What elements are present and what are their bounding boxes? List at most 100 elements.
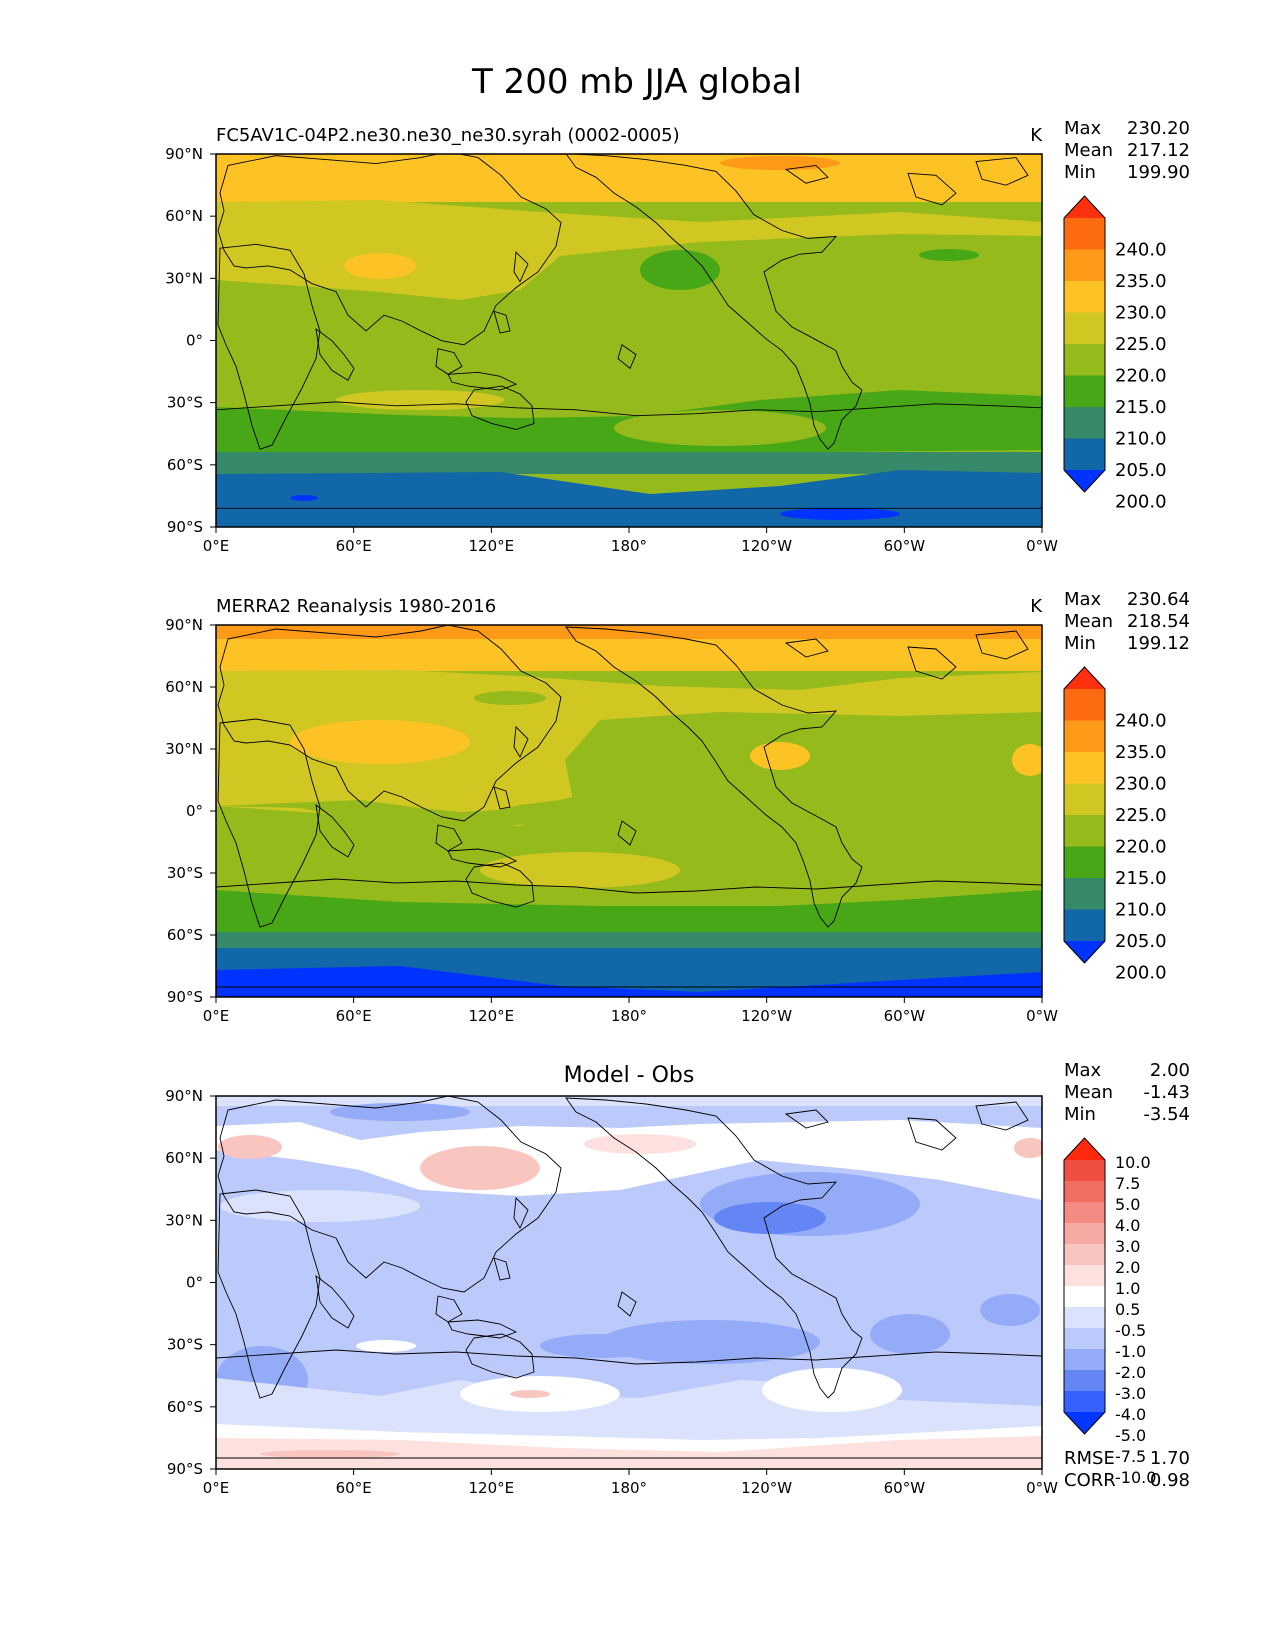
stat-mean-label: Mean bbox=[1064, 1082, 1113, 1103]
field-region bbox=[474, 691, 546, 705]
field-region bbox=[260, 1450, 400, 1458]
colorbar-band bbox=[1064, 249, 1105, 282]
colorbar-band bbox=[1064, 312, 1105, 345]
colorbar-band bbox=[1064, 689, 1105, 721]
field-region bbox=[336, 390, 504, 410]
colorbar-outline bbox=[1063, 1137, 1106, 1435]
field-region bbox=[600, 1320, 820, 1364]
x-tick-label: 0°E bbox=[203, 1479, 230, 1497]
colorbar-band bbox=[1064, 1265, 1105, 1287]
x-tick-label: 120°E bbox=[469, 1479, 515, 1497]
colorbar-band bbox=[1064, 218, 1105, 250]
y-tick-label: 60°S bbox=[167, 456, 203, 474]
y-tick-label: 30°N bbox=[165, 740, 203, 758]
colorbar: 240.0 235.0 230.0 225.0 220.0 215.0 210.0 205.0… bbox=[1063, 666, 1167, 984]
field-region bbox=[290, 720, 470, 764]
stat-min-value: 199.90 bbox=[1127, 162, 1190, 183]
colorbar-label: 210.0 bbox=[1115, 429, 1167, 450]
colorbar-label: 3.0 bbox=[1115, 1237, 1140, 1256]
colorbar-band bbox=[1064, 1286, 1105, 1308]
colorbar-label: 7.5 bbox=[1115, 1174, 1140, 1193]
panel-reference: MERRA2 Reanalysis 1980-2016 K Max 230.64… bbox=[165, 589, 1190, 1025]
colorbar-band bbox=[1064, 846, 1105, 879]
colorbar: 10.0 7.5 5.0 4.0 3.0 2.0 1.0 0.5 -0.5 -1.0 -2.0 -3.… bbox=[1063, 1137, 1156, 1487]
field-region bbox=[216, 670, 1042, 826]
colorbar-label: 210.0 bbox=[1115, 900, 1167, 921]
colorbar-label: 230.0 bbox=[1115, 303, 1167, 324]
field-region bbox=[290, 495, 318, 501]
panel-test-model: FC5AV1C-04P2.ne30.ne30_ne30.syrah (0002-… bbox=[165, 118, 1190, 555]
field-region bbox=[216, 200, 1042, 300]
colorbar-band bbox=[1064, 1160, 1105, 1182]
x-tick-label: 60°E bbox=[336, 1007, 372, 1025]
colorbar-label: 5.0 bbox=[1115, 1195, 1140, 1214]
colorbar-band bbox=[1064, 281, 1105, 313]
y-tick-label: 30°N bbox=[165, 1211, 203, 1229]
stat-max-label: Max bbox=[1064, 1060, 1102, 1081]
colorbar-band bbox=[1064, 344, 1105, 376]
y-tick-label: 0° bbox=[186, 1274, 203, 1292]
y-tick-label: 90°N bbox=[165, 616, 203, 634]
colorbar-extend-bottom bbox=[1064, 941, 1105, 963]
y-tick-label: 30°S bbox=[167, 394, 203, 412]
field-band bbox=[216, 154, 1042, 202]
colorbar-label: 200.0 bbox=[1115, 963, 1167, 984]
field-region bbox=[420, 1146, 540, 1190]
colorbar-band bbox=[1064, 407, 1105, 439]
colorbar-extend-top bbox=[1064, 196, 1105, 218]
colorbar-band bbox=[1064, 720, 1105, 753]
y-tick-label: 60°N bbox=[165, 207, 203, 225]
stats: Max 230.64 Mean 218.54 Min 199.12 bbox=[1064, 589, 1190, 654]
stats: Max 230.20 Mean 217.12 Min 199.90 bbox=[1064, 118, 1190, 183]
colorbar-band bbox=[1064, 878, 1105, 910]
colorbar: 240.0 235.0 230.0 225.0 220.0 215.0 210.0 205.0… bbox=[1063, 195, 1167, 513]
field-region bbox=[356, 1340, 416, 1352]
colorbar-label: 225.0 bbox=[1115, 334, 1167, 355]
colorbar-band bbox=[1064, 1370, 1105, 1392]
field-region bbox=[216, 890, 1042, 932]
colorbar-band bbox=[1064, 1181, 1105, 1203]
x-tick-label: 120°W bbox=[741, 537, 792, 555]
colorbar-label: 240.0 bbox=[1115, 711, 1167, 732]
colorbar-label: 240.0 bbox=[1115, 240, 1167, 261]
stat-corr-value: 0.98 bbox=[1150, 1470, 1190, 1491]
y-tick-label: 0° bbox=[186, 332, 203, 350]
x-tick-label: 0°W bbox=[1026, 1479, 1058, 1497]
field-region bbox=[480, 852, 680, 888]
field-region bbox=[750, 742, 810, 770]
field-region bbox=[780, 508, 900, 520]
units-label: K bbox=[1030, 596, 1043, 617]
colorbar-band bbox=[1064, 1202, 1105, 1224]
colorbar-label: 2.0 bbox=[1115, 1258, 1140, 1277]
x-tick-label: 180° bbox=[611, 1479, 647, 1497]
stat-max-value: 2.00 bbox=[1150, 1060, 1190, 1081]
field-region bbox=[1012, 744, 1042, 776]
stat-min-label: Min bbox=[1064, 1104, 1096, 1125]
y-tick-label: 60°N bbox=[165, 678, 203, 696]
y-tick-label: 60°S bbox=[167, 1398, 203, 1416]
colorbar-label: -2.0 bbox=[1115, 1363, 1146, 1382]
colorbar-extend-top bbox=[1064, 1138, 1105, 1160]
field-region bbox=[640, 250, 720, 290]
y-tick-label: 0° bbox=[186, 802, 203, 820]
x-tick-label: 0°E bbox=[203, 1007, 230, 1025]
colorbar-label: 230.0 bbox=[1115, 774, 1167, 795]
colorbar-band bbox=[1064, 783, 1105, 816]
field-region bbox=[216, 1120, 1042, 1200]
units-label: K bbox=[1030, 125, 1043, 146]
field-band bbox=[216, 452, 1042, 474]
field-band bbox=[216, 639, 1042, 671]
axes: 0°E 60°E 120°E 180° 120°W 60°W 0°W 90°N 60°N 30°N… bbox=[165, 1087, 1058, 1497]
stat-mean-value: 218.54 bbox=[1127, 611, 1190, 632]
field-region bbox=[1014, 1138, 1042, 1158]
colorbar-band bbox=[1064, 1328, 1105, 1350]
x-tick-label: 0°W bbox=[1026, 1007, 1058, 1025]
x-tick-label: 120°E bbox=[469, 1007, 515, 1025]
axes: 0°E 60°E 120°E 180° 120°W 60°W 0°W 90°N 60°N 30°N… bbox=[165, 616, 1058, 1025]
colorbar-band bbox=[1064, 1307, 1105, 1329]
stat-min-label: Min bbox=[1064, 162, 1096, 183]
y-tick-label: 30°N bbox=[165, 269, 203, 287]
y-tick-label: 60°S bbox=[167, 926, 203, 944]
figure-title: T 200 mb JJA global bbox=[471, 62, 802, 102]
